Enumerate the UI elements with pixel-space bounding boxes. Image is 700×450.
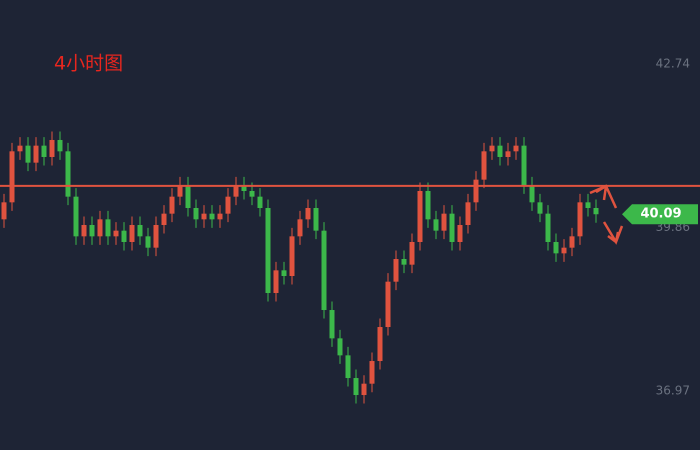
candle-body: [9, 151, 15, 203]
candle-body: [129, 225, 135, 243]
candle-body: [561, 247, 567, 254]
candle-body: [337, 338, 343, 356]
candle-body: [17, 145, 23, 152]
candle-body: [377, 327, 383, 362]
candle-body: [401, 259, 407, 265]
candle-body: [177, 185, 183, 197]
y-tick-label: 42.74: [656, 57, 690, 71]
candle-body: [33, 145, 39, 163]
candle-body: [521, 145, 527, 186]
candle-body: [137, 225, 143, 237]
candle-body: [409, 242, 415, 265]
candle-body: [553, 242, 559, 254]
candle-body: [329, 310, 335, 339]
arrow-up: [589, 184, 618, 209]
candle-body: [425, 190, 431, 220]
candle-body: [153, 225, 159, 248]
candle-body: [321, 230, 327, 311]
candle-body: [1, 202, 7, 220]
candle-body: [537, 202, 543, 214]
candle-body: [353, 378, 359, 396]
candle-body: [585, 202, 591, 208]
candle-body: [193, 207, 199, 220]
candle-body: [169, 196, 175, 214]
candle-body: [513, 145, 519, 152]
candle-body: [369, 361, 375, 384]
chart-title: 4小时图: [54, 53, 123, 75]
candle-body: [417, 190, 423, 243]
candle-body: [41, 145, 47, 157]
candle-body: [257, 196, 263, 208]
candle-body: [97, 219, 103, 237]
arrow-down: [602, 221, 624, 245]
candle-body: [481, 151, 487, 180]
candle-body: [249, 190, 255, 197]
candle-body: [89, 225, 95, 237]
candle-body: [497, 145, 503, 157]
candle-body: [185, 185, 191, 208]
candle-body: [217, 213, 223, 220]
candle-body: [225, 196, 231, 214]
last-price-tag: [622, 204, 698, 225]
candle-body: [457, 225, 463, 243]
candle-body: [545, 213, 551, 243]
candle-body: [57, 139, 63, 152]
candle-body: [593, 207, 599, 215]
candle-body: [505, 151, 511, 157]
candle-body: [313, 207, 319, 231]
candle-body: [201, 213, 207, 220]
candle-body: [65, 151, 71, 197]
candle-body: [49, 139, 55, 157]
candle-body: [209, 213, 215, 220]
candle-body: [473, 179, 479, 203]
candle-body: [345, 355, 351, 379]
candle-body: [569, 236, 575, 248]
candle-body: [577, 202, 583, 237]
candle-body: [441, 213, 447, 231]
candle-body: [113, 230, 119, 237]
candle-body: [241, 185, 247, 191]
candle-body: [305, 207, 311, 220]
candle-body: [385, 281, 391, 328]
candle-body: [465, 202, 471, 225]
candle-body: [81, 225, 87, 237]
candle-body: [145, 236, 151, 248]
y-tick-label: 36.97: [656, 384, 690, 398]
candle-body: [233, 185, 239, 197]
candle-body: [361, 383, 367, 396]
candle-body: [297, 219, 303, 237]
candle-body: [281, 270, 287, 277]
candle-body: [273, 270, 279, 294]
candle-body: [73, 196, 79, 237]
candle-body: [393, 259, 399, 282]
candle-body: [105, 219, 111, 237]
candle-body: [161, 213, 167, 225]
candle-body: [449, 213, 455, 243]
candle-body: [289, 236, 295, 277]
candle-body: [433, 219, 439, 231]
candle-body: [121, 230, 127, 243]
candle-body: [489, 145, 495, 152]
candle-body: [25, 145, 31, 163]
candle-body: [265, 207, 271, 294]
last-price-label: 40.09: [640, 207, 681, 222]
candle-body: [529, 185, 535, 203]
